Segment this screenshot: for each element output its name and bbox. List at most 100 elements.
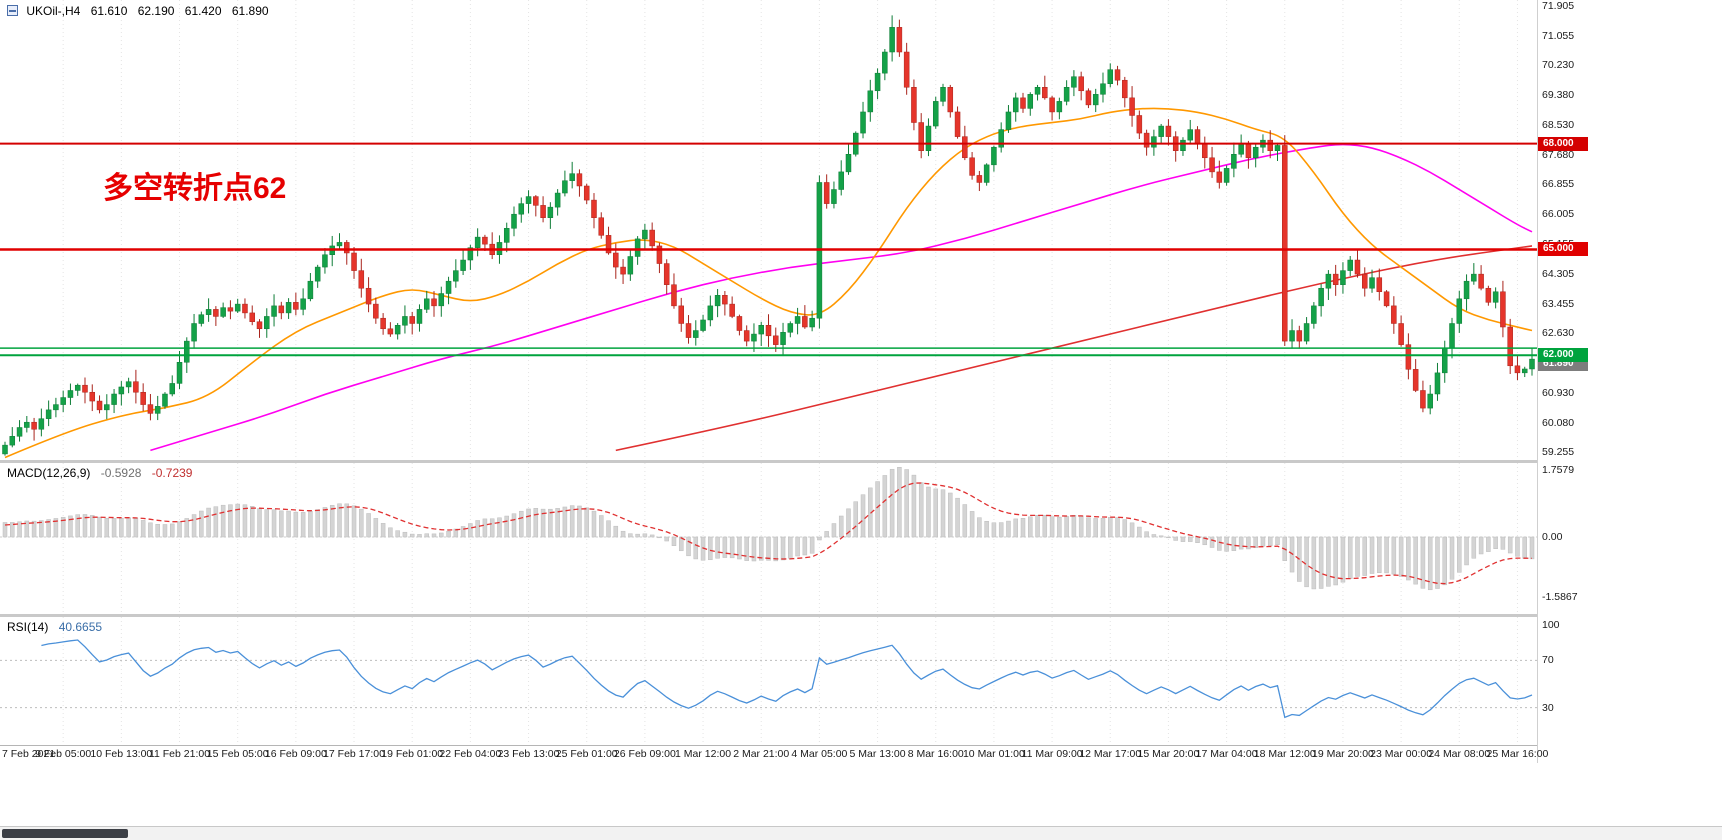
candle bbox=[1085, 90, 1092, 106]
chart-annotation-text[interactable]: 多空转折点62 bbox=[103, 172, 287, 205]
candle bbox=[1267, 139, 1273, 151]
candle bbox=[1034, 87, 1041, 95]
candle bbox=[889, 27, 895, 53]
candle bbox=[380, 317, 386, 330]
time-axis-label: 16 Feb 09:00 bbox=[264, 748, 327, 760]
time-axis-label: 1 Mar 12:00 bbox=[675, 748, 732, 760]
candle bbox=[1318, 287, 1324, 307]
candle bbox=[743, 330, 750, 342]
price-axis-label: 70.230 bbox=[1542, 59, 1575, 72]
candle bbox=[918, 122, 924, 151]
price-chart-canvas[interactable] bbox=[0, 0, 1537, 460]
candle bbox=[787, 323, 794, 333]
candle bbox=[605, 235, 612, 254]
time-axis-label: 24 Mar 08:00 bbox=[1428, 748, 1491, 760]
candle bbox=[60, 397, 66, 405]
candle bbox=[533, 196, 539, 206]
candle bbox=[74, 384, 81, 391]
time-axis-label: 19 Feb 01:00 bbox=[381, 748, 444, 760]
macd-header: MACD(12,26,9) -0.5928 -0.7239 bbox=[7, 466, 199, 480]
candle bbox=[118, 386, 125, 395]
price-level-badge: 62.000 bbox=[1538, 348, 1588, 363]
low-value: 61.420 bbox=[184, 4, 222, 18]
price-level-badge: 68.000 bbox=[1538, 136, 1588, 151]
candle bbox=[1049, 97, 1055, 113]
candle bbox=[554, 192, 561, 208]
horizontal-scrollbar[interactable] bbox=[0, 826, 1722, 840]
candle bbox=[1383, 291, 1390, 307]
candle bbox=[765, 325, 772, 337]
candle bbox=[663, 263, 670, 285]
candle bbox=[271, 305, 277, 317]
candle bbox=[45, 409, 52, 419]
candle bbox=[976, 175, 983, 183]
candle bbox=[1325, 273, 1332, 289]
time-axis-label: 10 Mar 01:00 bbox=[962, 748, 1025, 760]
candle bbox=[198, 314, 205, 324]
candle bbox=[634, 238, 641, 257]
time-axis-label: 25 Feb 01:00 bbox=[555, 748, 618, 760]
time-axis-label: 7 Feb 2021 bbox=[2, 748, 56, 760]
candle bbox=[409, 316, 415, 324]
candle bbox=[38, 418, 45, 430]
price-axis-label: 66.855 bbox=[1542, 178, 1575, 191]
time-axis-label: 15 Mar 20:00 bbox=[1137, 748, 1200, 760]
candle bbox=[969, 157, 975, 176]
candle bbox=[620, 266, 626, 275]
candle bbox=[809, 317, 815, 328]
price-level-badge: 65.000 bbox=[1538, 242, 1588, 257]
time-axis-label: 23 Feb 13:00 bbox=[497, 748, 560, 760]
candle bbox=[300, 298, 306, 310]
candle bbox=[1514, 365, 1521, 374]
candle bbox=[954, 111, 961, 137]
candle bbox=[896, 27, 903, 53]
candle bbox=[1282, 145, 1288, 342]
time-axis-label: 12 Mar 17:00 bbox=[1079, 748, 1142, 760]
candle bbox=[1456, 298, 1463, 324]
candle bbox=[1158, 125, 1164, 137]
candle bbox=[1202, 143, 1208, 159]
candle bbox=[903, 51, 910, 88]
time-axis-label: 26 Feb 09:00 bbox=[613, 748, 676, 760]
macd-axis-label: 0.00 bbox=[1542, 531, 1563, 543]
macd-axis-label: 1.7579 bbox=[1542, 464, 1575, 477]
time-axis-label: 11 Mar 09:00 bbox=[1021, 748, 1083, 760]
candle bbox=[1521, 368, 1528, 374]
price-axis-label: 67.680 bbox=[1542, 148, 1575, 161]
candle bbox=[176, 362, 183, 384]
candle bbox=[1471, 273, 1477, 282]
macd-canvas[interactable] bbox=[0, 463, 1537, 614]
panel-separator bbox=[0, 614, 1722, 617]
rsi-label: RSI(14) bbox=[7, 620, 49, 634]
ma-fast bbox=[4, 107, 1533, 459]
price-axis-label: 64.305 bbox=[1542, 267, 1575, 280]
candle bbox=[453, 270, 459, 282]
candle bbox=[1252, 146, 1259, 159]
candle bbox=[1376, 277, 1383, 293]
candle bbox=[256, 321, 263, 330]
candle bbox=[82, 384, 88, 393]
candle bbox=[213, 309, 219, 317]
candle bbox=[547, 206, 554, 218]
candle bbox=[1027, 94, 1034, 109]
candle bbox=[562, 180, 568, 194]
candle bbox=[1122, 79, 1128, 99]
price-axis-label: 71.055 bbox=[1542, 29, 1575, 42]
candle bbox=[1398, 323, 1404, 345]
symbol-ohlc-header: UKOil-,H4 61.610 62.190 61.420 61.890 bbox=[7, 4, 276, 18]
candle bbox=[285, 302, 292, 314]
candle bbox=[373, 303, 379, 319]
candle bbox=[940, 87, 946, 102]
rsi-canvas[interactable] bbox=[0, 617, 1537, 745]
candle bbox=[576, 173, 583, 187]
scrollbar-thumb[interactable] bbox=[2, 829, 128, 838]
time-axis-label: 8 Mar 16:00 bbox=[907, 748, 964, 760]
candle bbox=[983, 164, 990, 183]
high-value: 62.190 bbox=[137, 4, 175, 18]
candle bbox=[1216, 171, 1223, 183]
candle bbox=[147, 404, 154, 414]
candle bbox=[191, 323, 197, 342]
price-axis-label: 62.630 bbox=[1542, 327, 1575, 339]
candle bbox=[1332, 273, 1339, 285]
